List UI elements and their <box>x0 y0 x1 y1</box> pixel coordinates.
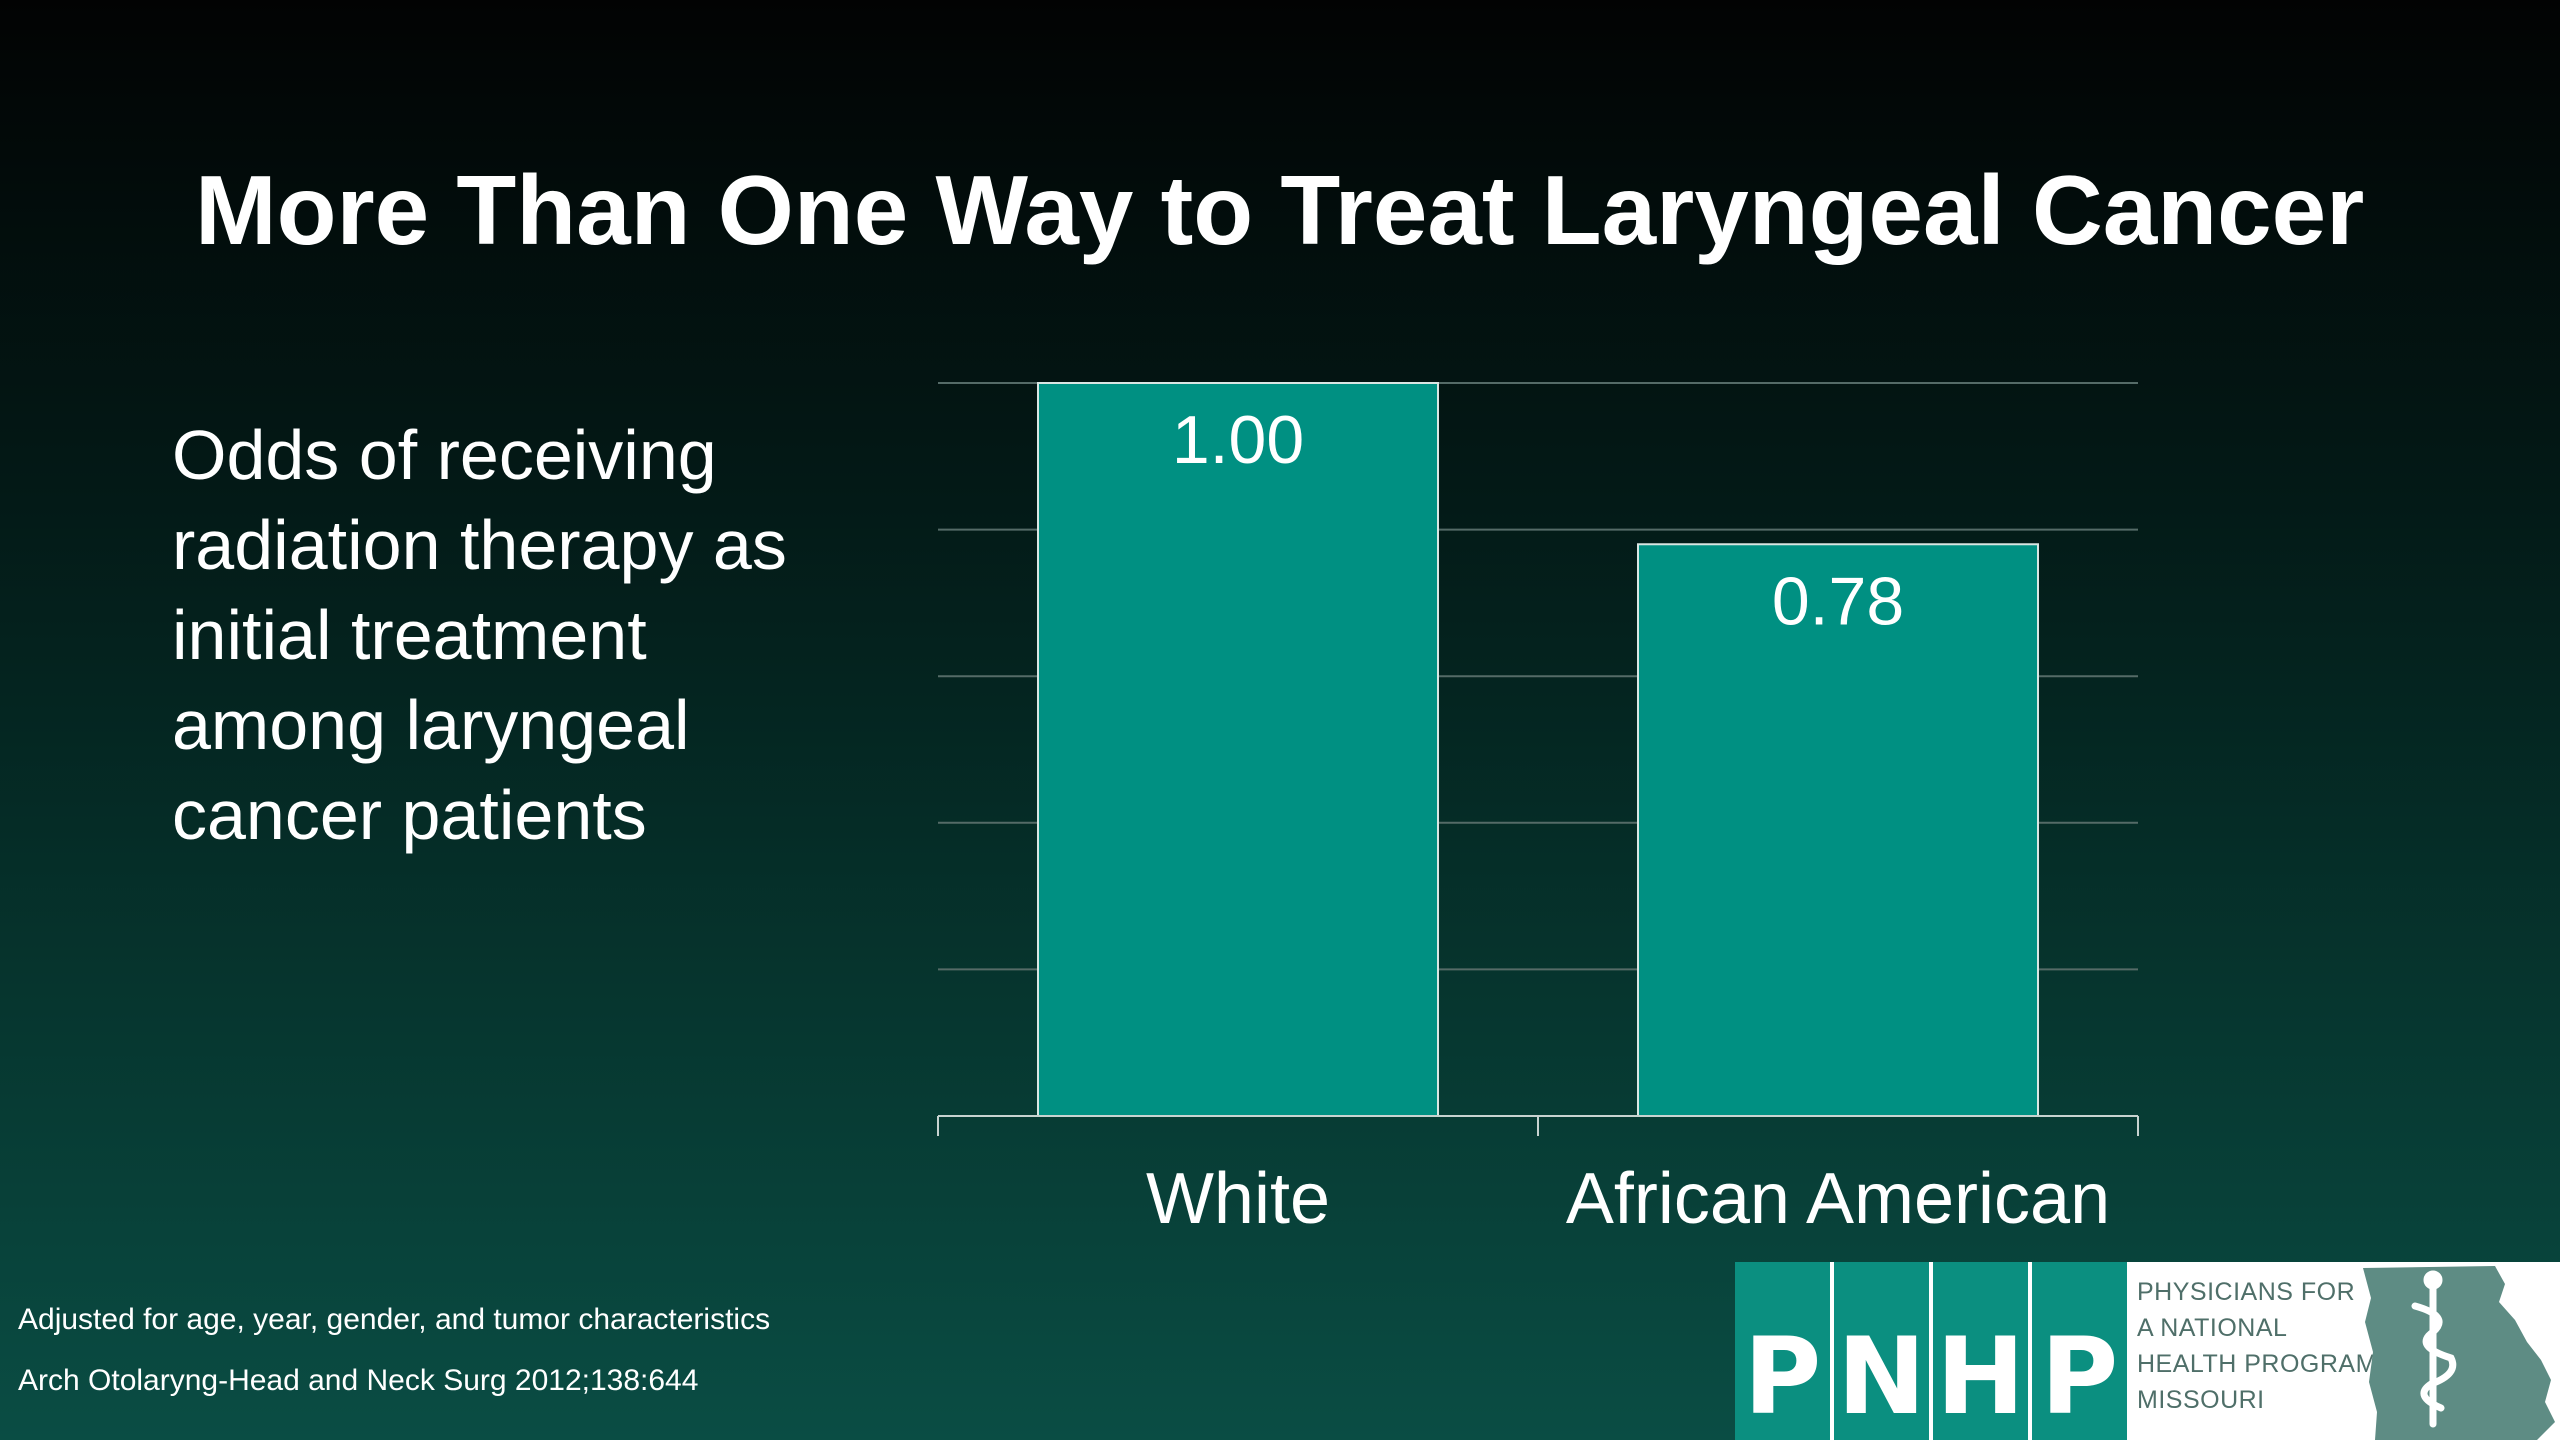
bar <box>1037 382 1439 1117</box>
x-tick-label: White <box>1146 1159 1330 1239</box>
chart-description: Odds of receiving radiation therapy as i… <box>172 416 787 854</box>
logo-letter: N <box>1834 1262 1929 1440</box>
footnote-adjustment: Adjusted for age, year, gender, and tumo… <box>18 1303 771 1336</box>
logo-letters: P N H P <box>1735 1262 2127 1440</box>
caduceus-icon <box>2411 1270 2457 1428</box>
pnhp-logo: P N H P PHYSICIANS FOR A NATIONAL HEALTH… <box>1735 1262 2560 1440</box>
x-tick-label: African American <box>1566 1159 2110 1239</box>
missouri-map-icon <box>2363 1266 2555 1440</box>
footnote-citation: Arch Otolaryng-Head and Neck Surg 2012;1… <box>18 1364 699 1397</box>
logo-letter: H <box>1933 1262 2028 1440</box>
bar <box>1637 543 2039 1117</box>
logo-letter: P <box>2032 1262 2127 1440</box>
logo-letter: P <box>1735 1262 1830 1440</box>
logo-text-line: HEALTH PROGRAM <box>2137 1350 2377 1378</box>
logo-text-line: A NATIONAL <box>2137 1314 2288 1342</box>
bar-value-label: 1.00 <box>1172 402 1304 478</box>
logo-text-line: MISSOURI <box>2137 1386 2265 1414</box>
slide-title: More Than One Way to Treat Laryngeal Can… <box>195 155 2365 265</box>
bar-value-label: 0.78 <box>1772 563 1904 639</box>
logo-text-line: PHYSICIANS FOR <box>2137 1278 2356 1306</box>
logo-text: PHYSICIANS FOR A NATIONAL HEALTH PROGRAM… <box>2137 1274 2387 1418</box>
